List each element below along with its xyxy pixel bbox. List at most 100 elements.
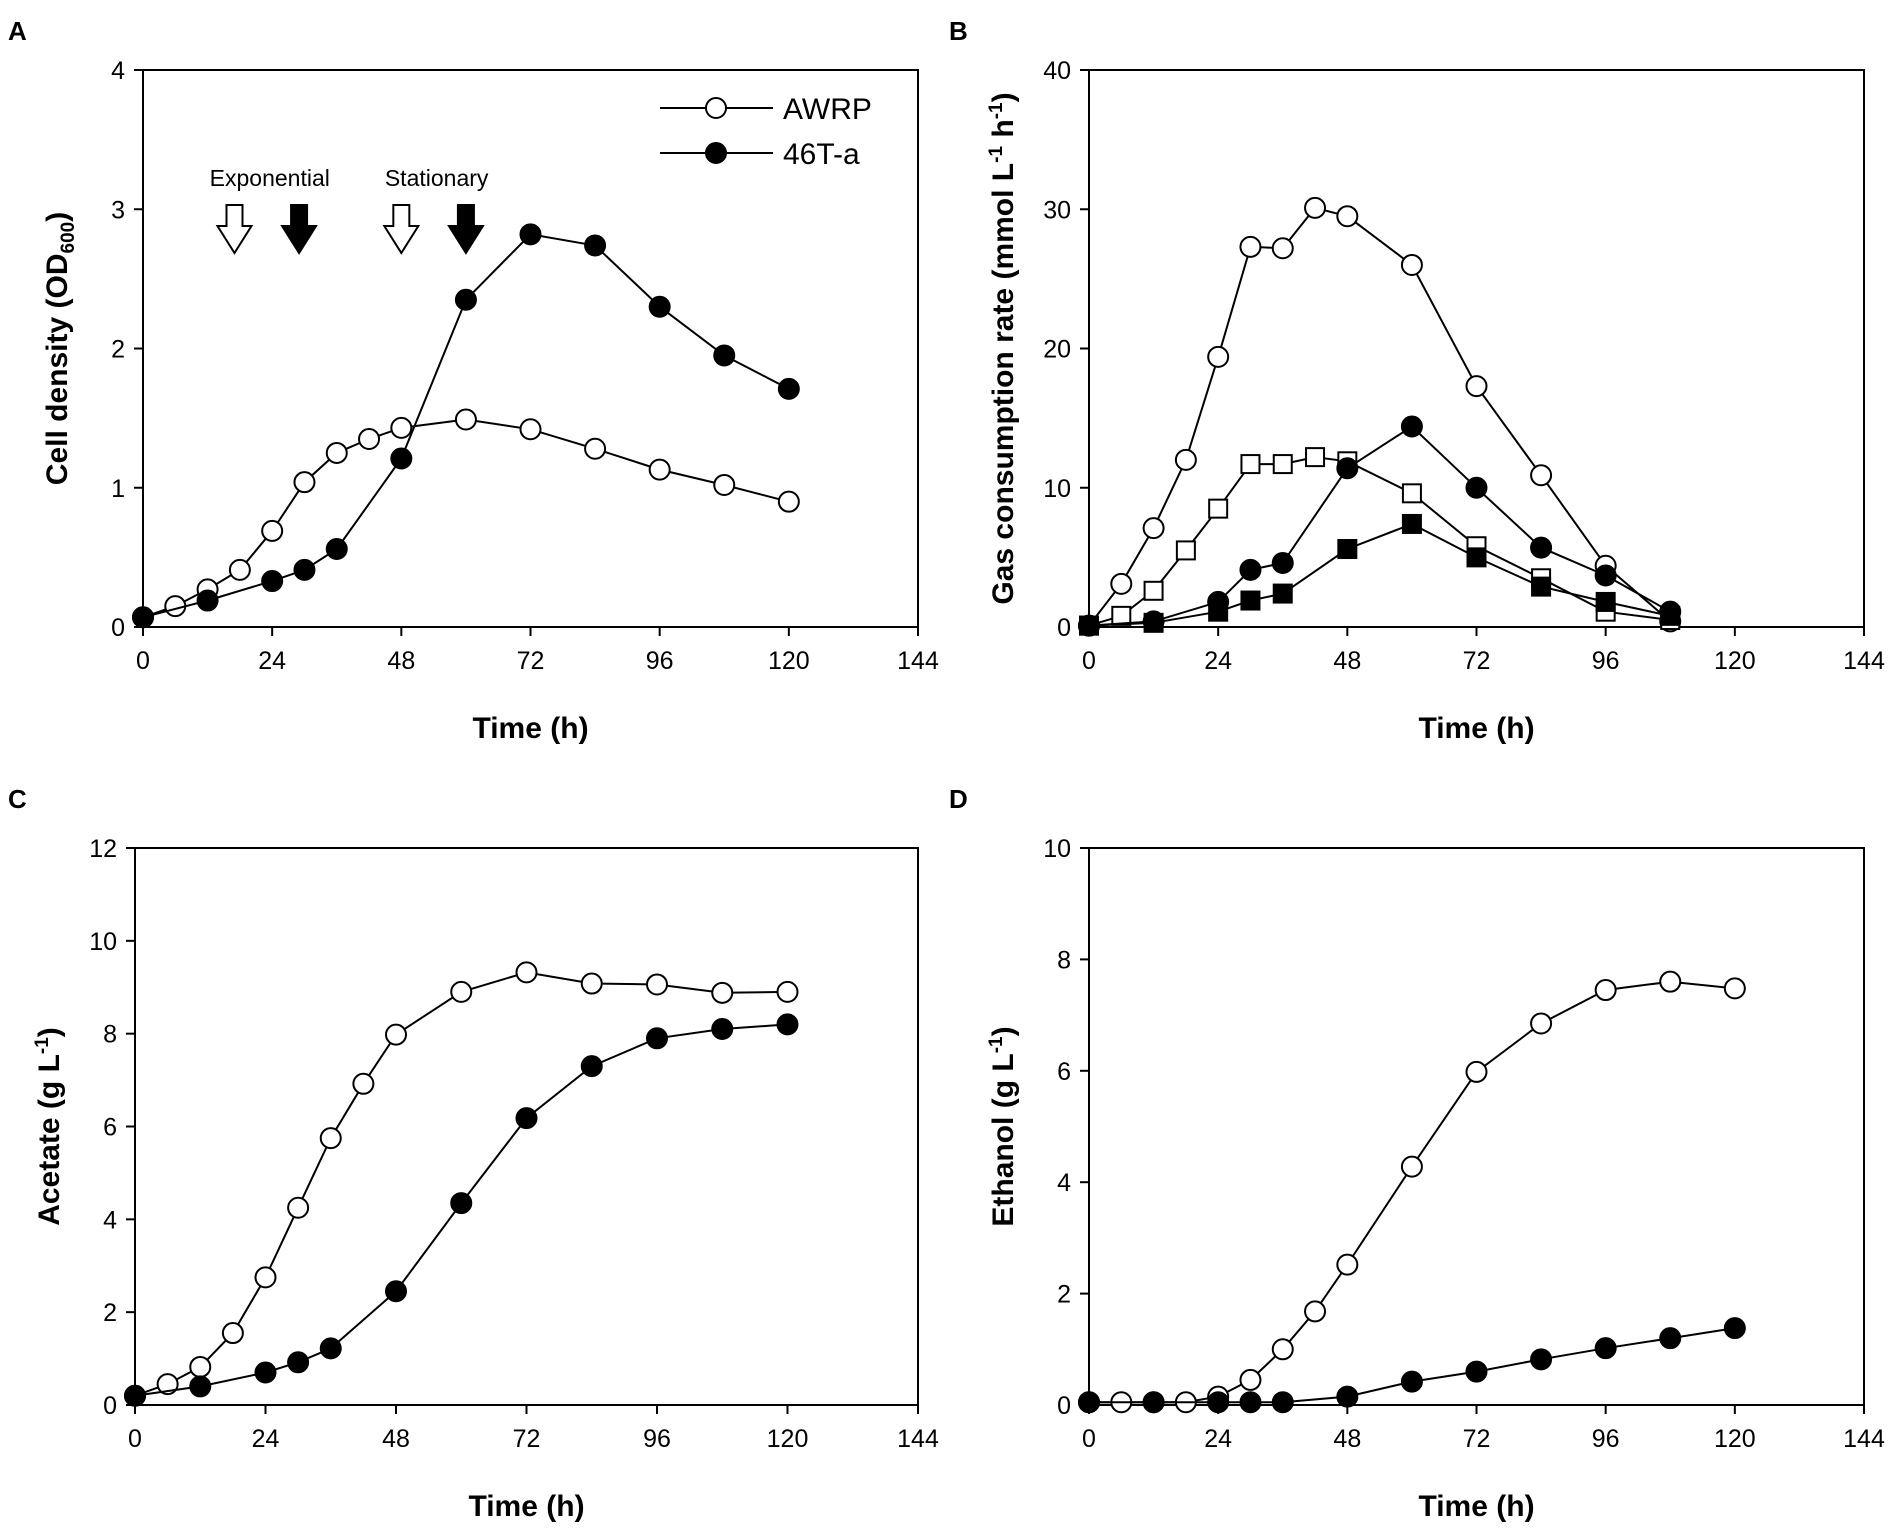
y-axis-label-main: Gas consumption rate (mmol L (987, 163, 1020, 605)
data-point (132, 606, 154, 629)
down-arrow-icon (447, 204, 485, 255)
data-point (319, 1127, 342, 1150)
y-tick-label: 0 (1057, 1392, 1071, 1420)
data-point (1400, 253, 1423, 276)
data-point (1400, 1370, 1423, 1393)
data-point (1401, 483, 1422, 504)
series-awrp (124, 961, 799, 1407)
panel-label: D (949, 784, 968, 814)
y-axis-label-main: Ethanol (g L (987, 1053, 1020, 1226)
series-line (1088, 522, 1671, 627)
x-tick-label: 24 (1204, 647, 1232, 675)
data-point (1240, 590, 1261, 611)
data-point (1207, 345, 1230, 368)
series-46t-a-square (1079, 513, 1681, 636)
data-point (515, 1107, 538, 1130)
data-point (1530, 464, 1553, 487)
data-point (293, 558, 316, 581)
legend-marker (705, 142, 727, 164)
down-arrow-icon (382, 204, 421, 255)
x-tick-label: 120 (1714, 1425, 1756, 1453)
data-point (1271, 551, 1294, 574)
panel-label: B (949, 16, 968, 46)
data-point (648, 458, 671, 481)
data-point (584, 437, 607, 460)
data-point (1271, 1338, 1294, 1361)
x-tick-label: 0 (128, 1425, 142, 1453)
data-point (1142, 517, 1165, 540)
data-point (711, 1018, 734, 1041)
data-point (1174, 448, 1197, 471)
x-tick-label: 72 (517, 647, 545, 675)
data-point (1110, 572, 1133, 595)
panel-b: B 0 24 48 72 96 120 144 0 10 20 30 40 Time (h) Gas con… (949, 16, 1885, 745)
x-tick-label: 48 (387, 647, 415, 675)
y-axis-label-main: Cell density (OD (41, 253, 74, 485)
data-point (221, 1322, 244, 1345)
data-point (1465, 1360, 1488, 1383)
data-point (1208, 498, 1229, 519)
data-point (1272, 583, 1293, 604)
y-axis-label-subscript: 600 (58, 222, 79, 254)
series-line (1088, 206, 1671, 627)
y-tick-label: 8 (103, 1021, 117, 1049)
series-46t-a (132, 223, 800, 629)
data-point (196, 589, 219, 612)
y-tick-label: 0 (1057, 614, 1071, 642)
data-point (1240, 454, 1261, 475)
data-point (1336, 205, 1359, 228)
y-axis-label-close: ) (987, 1026, 1020, 1036)
x-tick-label: 144 (897, 647, 939, 675)
phase-label: Exponential (210, 165, 330, 191)
data-point (1401, 513, 1422, 534)
y-tick-label: 1 (111, 475, 125, 503)
data-point (1594, 979, 1617, 1002)
data-point (358, 428, 381, 451)
data-point (189, 1375, 212, 1398)
y-axis-label-superscript: -1 (986, 146, 1007, 163)
panel-label: C (8, 784, 27, 814)
data-point (156, 1373, 179, 1396)
data-point (580, 972, 603, 995)
data-point (777, 490, 800, 513)
data-point (1530, 1348, 1553, 1371)
x-axis-label: Time (h) (1418, 1490, 1534, 1523)
data-point (1723, 977, 1746, 1000)
data-point (1531, 576, 1552, 597)
data-point (777, 377, 800, 400)
data-point (584, 234, 607, 257)
data-point (1400, 1155, 1423, 1178)
x-tick-label: 120 (768, 647, 810, 675)
y-tick-label: 2 (103, 1299, 117, 1327)
legend-label: AWRP (783, 93, 872, 126)
data-point (1530, 536, 1553, 559)
data-point (1143, 612, 1164, 633)
legend-label: 46T-a (783, 138, 860, 171)
legend-marker (705, 97, 727, 119)
down-arrow-icon (280, 204, 318, 255)
y-axis-label-close: ) (33, 1027, 66, 1037)
y-axis-label-main: Acetate (g L (33, 1054, 66, 1226)
x-tick-label: 72 (513, 1425, 541, 1453)
data-point (454, 288, 477, 311)
data-point (776, 1013, 799, 1036)
series-line (1089, 980, 1735, 1404)
data-point (1207, 1391, 1230, 1414)
data-point (1304, 1300, 1327, 1323)
data-point (325, 441, 348, 464)
data-point (1079, 615, 1099, 636)
data-point (1271, 237, 1294, 260)
y-tick-label: 10 (1043, 835, 1071, 863)
plot-frame (1088, 847, 1865, 1406)
x-tick-label: 72 (1463, 647, 1491, 675)
x-tick-label: 144 (1843, 1425, 1885, 1453)
data-point (648, 295, 671, 318)
data-point (1336, 1385, 1359, 1408)
phase-label: Stationary (385, 165, 489, 191)
data-point (1175, 540, 1196, 561)
data-point (1272, 454, 1293, 475)
data-point (352, 1072, 375, 1095)
data-point (1659, 1327, 1682, 1350)
data-point (287, 1196, 310, 1219)
data-point (254, 1361, 277, 1384)
